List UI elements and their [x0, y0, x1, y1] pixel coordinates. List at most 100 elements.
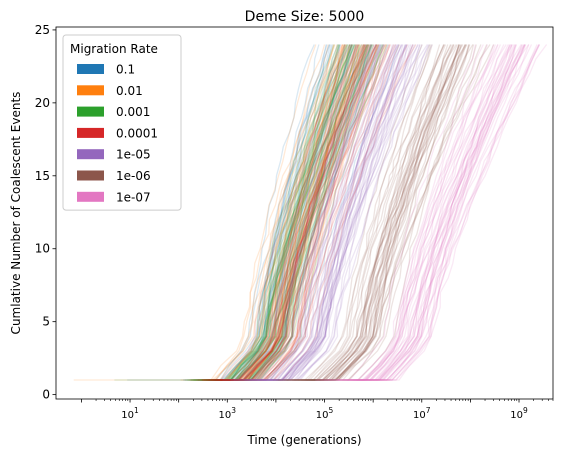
series-run-line — [375, 44, 517, 381]
series-run-line — [114, 44, 371, 381]
series-run-line — [292, 44, 462, 381]
series-run-line — [193, 44, 342, 381]
series-run-line — [224, 44, 388, 381]
series-run-line — [221, 44, 375, 381]
series-run-line — [204, 44, 362, 381]
series-run-line — [228, 44, 366, 381]
series-group — [73, 44, 387, 381]
series-run-line — [213, 44, 328, 381]
series-run-line — [206, 44, 374, 381]
series-run-line — [220, 44, 320, 381]
series-run-line — [303, 44, 464, 381]
series-run-line — [244, 44, 402, 381]
series-run-line — [248, 44, 377, 381]
y-tick-label: 0 — [42, 388, 50, 402]
series-run-line — [250, 44, 407, 381]
series-run-line — [263, 44, 410, 381]
series-run-line — [344, 44, 510, 381]
series-run-line — [73, 44, 329, 381]
series-run-line — [275, 44, 441, 381]
series-run-line — [238, 44, 383, 381]
x-axis: 101 103 105 107 109 — [81, 399, 554, 421]
series-run-line — [254, 44, 403, 381]
series-run-line — [201, 44, 366, 381]
series-run-line — [298, 44, 491, 381]
series-run-line — [236, 44, 373, 381]
series-run-line — [203, 44, 370, 381]
series-run-line — [311, 44, 461, 381]
series-run-line — [286, 44, 445, 381]
series-run-line — [217, 44, 339, 381]
series-run-line — [229, 44, 346, 381]
legend-swatch — [77, 170, 104, 181]
series-run-line — [202, 44, 357, 381]
series-run-line — [350, 44, 517, 381]
series-run-line — [214, 44, 365, 381]
series-run-line — [353, 44, 530, 381]
series-run-line — [338, 44, 525, 381]
series-run-line — [208, 44, 368, 381]
series-run-line — [246, 44, 397, 381]
series-run-line — [205, 44, 356, 381]
series-run-line — [234, 44, 355, 381]
series-run-line — [215, 44, 341, 381]
series-run-line — [220, 44, 378, 381]
x-tick-label: 101 — [121, 406, 139, 421]
series-run-line — [213, 44, 335, 381]
legend-label: 1e-06 — [116, 169, 151, 183]
series-run-line — [272, 44, 393, 381]
series-run-line — [328, 44, 496, 381]
series-run-line — [213, 44, 369, 381]
series-run-line — [306, 44, 467, 381]
series-run-line — [219, 44, 386, 381]
series-run-line — [337, 44, 484, 381]
series-run-line — [202, 44, 377, 381]
series-run-line — [270, 44, 429, 381]
series-group — [315, 44, 548, 381]
series-run-line — [233, 44, 398, 381]
series-run-line — [193, 44, 369, 381]
series-run-line — [221, 44, 365, 381]
series-run-line — [180, 44, 317, 381]
series-run-line — [357, 44, 540, 381]
x-tick-label: 109 — [510, 406, 528, 421]
series-run-line — [342, 44, 501, 381]
series-run-line — [205, 44, 361, 381]
series-run-line — [197, 44, 368, 381]
series-run-line — [356, 44, 505, 381]
legend: Migration Rate 0.1 0.01 0.001 0.0001 1e-05 1e-… — [62, 34, 182, 211]
series-run-line — [215, 44, 373, 381]
series-run-line — [358, 44, 526, 381]
series-run-line — [331, 44, 470, 381]
series-run-line — [210, 44, 340, 381]
series-run-line — [259, 44, 433, 381]
series-run-line — [185, 44, 339, 381]
series-run-line — [221, 44, 348, 381]
series-lines — [73, 44, 548, 381]
series-group — [222, 44, 433, 381]
series-run-line — [252, 44, 409, 381]
series-run-line — [359, 44, 530, 381]
chart-title: Deme Size: 5000 — [245, 9, 365, 25]
series-run-line — [197, 44, 349, 381]
series-run-line — [193, 44, 348, 381]
series-run-line — [263, 44, 414, 381]
series-run-line — [251, 44, 391, 381]
series-run-line — [235, 44, 367, 381]
series-run-line — [276, 44, 430, 381]
legend-swatch — [77, 127, 104, 138]
series-run-line — [187, 44, 335, 381]
series-group — [273, 44, 495, 381]
series-run-line — [191, 44, 353, 381]
series-run-line — [342, 44, 477, 381]
series-run-line — [208, 44, 349, 381]
series-run-line — [221, 44, 365, 381]
series-run-line — [218, 44, 370, 381]
x-tick-label: 107 — [413, 406, 431, 421]
series-run-line — [202, 44, 351, 381]
series-run-line — [206, 44, 365, 381]
series-group — [127, 44, 400, 381]
series-group — [196, 44, 417, 381]
series-run-line — [206, 44, 357, 381]
x-tick-label: 103 — [219, 406, 237, 421]
